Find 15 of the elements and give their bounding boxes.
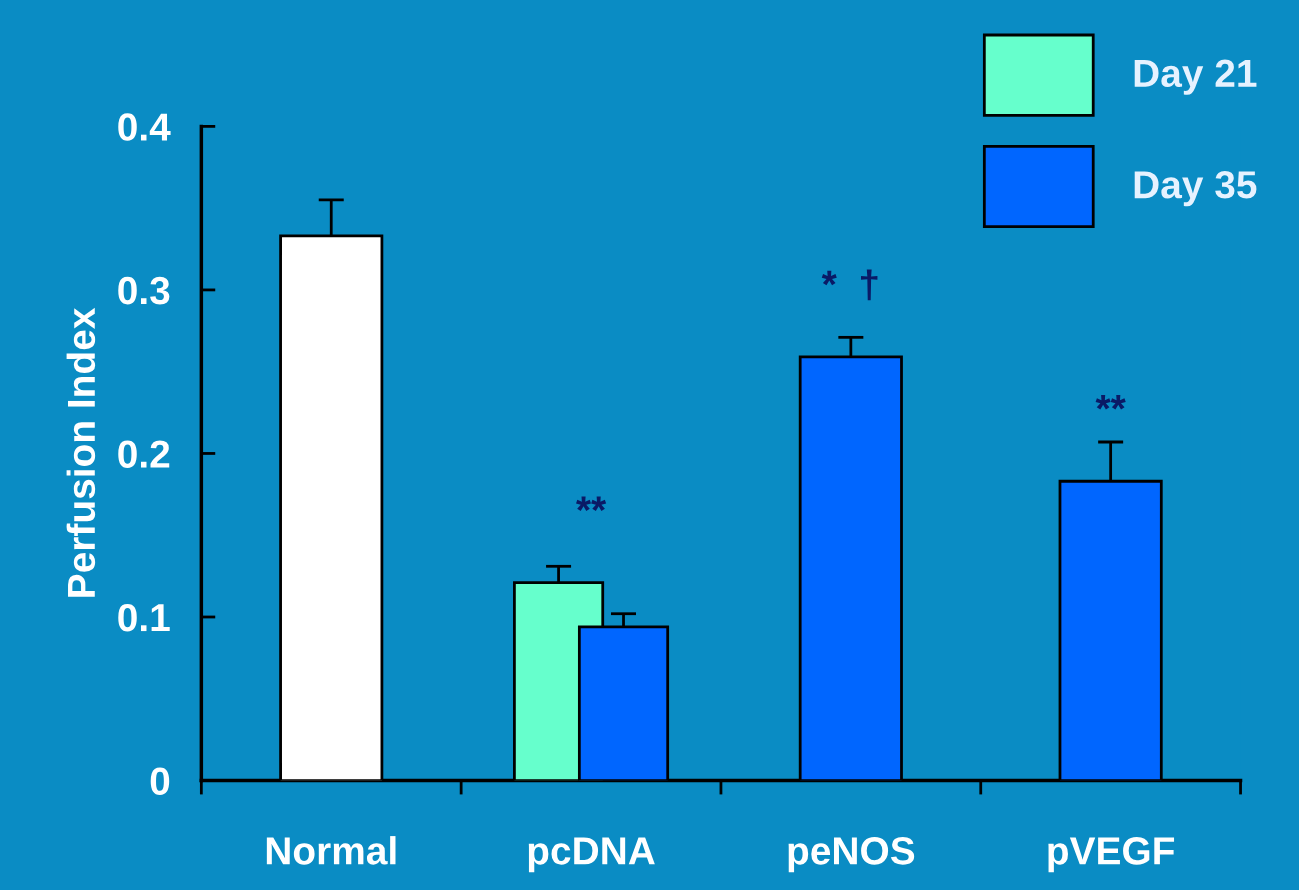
legend-label: Day 35 [1134,170,1257,207]
annotation: * † [821,269,878,301]
x-tick-label: pcDNA [528,837,655,873]
annotation: ** [576,496,607,511]
y-tick-label: 0.1 [118,603,170,632]
y-tick-label: 0 [150,767,170,795]
annotation: ** [1095,395,1126,410]
x-tick-label: peNOS [788,837,915,873]
y-tick-label: 0.2 [118,440,170,468]
legend-label: Day 21 [1134,59,1257,95]
x-tick-label: pVEGF [1048,837,1175,873]
y-axis-title: Perfusion Index [66,307,96,597]
y-tick-label: 0.4 [118,113,171,141]
x-tick-label: Normal [266,836,396,865]
y-tick-label: 0.3 [118,276,170,305]
